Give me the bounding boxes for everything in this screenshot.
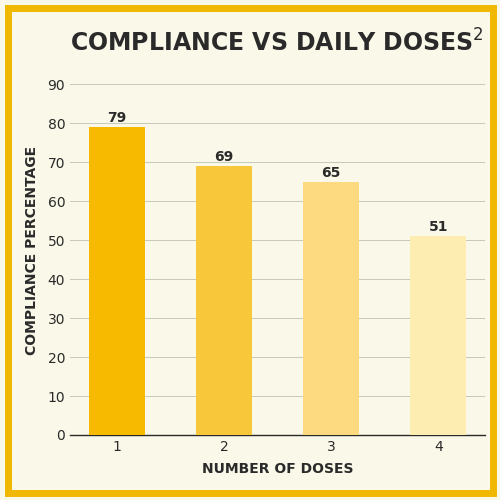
Text: 65: 65	[322, 166, 341, 180]
Text: 51: 51	[428, 220, 448, 234]
Bar	[410, 236, 466, 435]
Text: 69: 69	[214, 150, 234, 164]
Text: COMPLIANCE VS DAILY DOSES$^2$: COMPLIANCE VS DAILY DOSES$^2$	[70, 29, 484, 56]
Y-axis label: COMPLIANCE PERCENTAGE: COMPLIANCE PERCENTAGE	[25, 146, 39, 354]
Bar	[89, 128, 144, 435]
Bar	[196, 166, 252, 435]
Bar	[303, 182, 359, 435]
X-axis label: NUMBER OF DOSES: NUMBER OF DOSES	[202, 462, 353, 476]
Text: 79: 79	[107, 112, 126, 126]
